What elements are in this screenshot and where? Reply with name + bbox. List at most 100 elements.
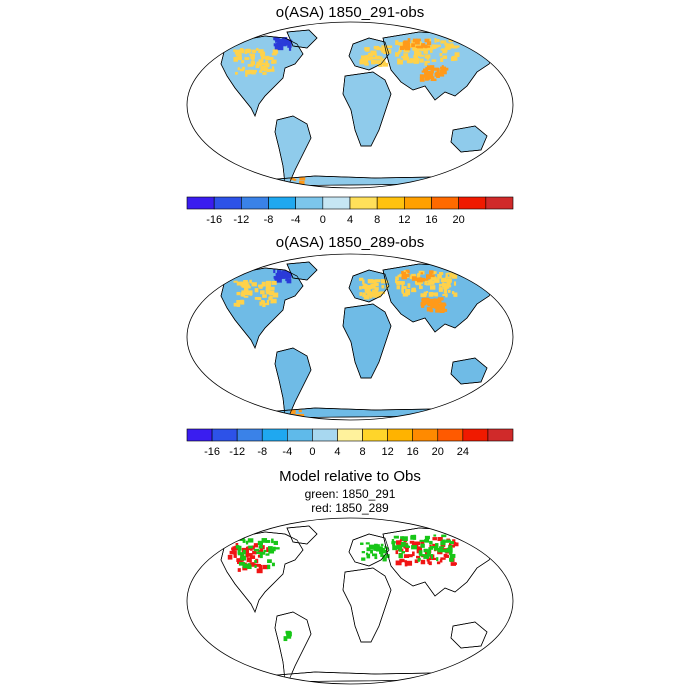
- anomaly-cell: [380, 47, 387, 52]
- colorbar-tick-label: 4: [347, 214, 353, 226]
- anomaly-cell: [260, 290, 265, 295]
- difference-cell: [414, 559, 419, 564]
- difference-cell: [242, 549, 246, 555]
- anomaly-cell: [275, 276, 278, 279]
- anomaly-cell: [435, 305, 440, 309]
- anomaly-cell: [397, 281, 403, 285]
- anomaly-cell: [405, 274, 410, 278]
- difference-cell: [420, 541, 424, 546]
- difference-cell: [431, 557, 437, 561]
- colorbar-tick-label: 12: [398, 214, 410, 226]
- difference-cell: [253, 548, 260, 552]
- anomaly-cell: [444, 289, 447, 294]
- difference-cell: [242, 563, 248, 569]
- anomaly-cell: [275, 38, 279, 43]
- difference-cell: [245, 552, 249, 558]
- anomaly-cell: [402, 272, 406, 276]
- anomaly-cell: [430, 69, 434, 74]
- anomaly-cell: [276, 277, 282, 283]
- difference-cell: [437, 547, 443, 553]
- difference-cell: [261, 538, 268, 543]
- anomaly-cell: [381, 285, 385, 289]
- difference-cell: [381, 549, 388, 554]
- difference-cell: [412, 551, 415, 557]
- anomaly-cell: [437, 273, 442, 279]
- anomaly-cell: [293, 178, 297, 181]
- anomaly-cell: [365, 57, 372, 61]
- panel-1-map: [186, 21, 514, 189]
- anomaly-cell: [412, 38, 418, 43]
- anomaly-cell: [278, 274, 283, 278]
- difference-cell: [423, 548, 428, 553]
- anomaly-cell: [438, 272, 444, 276]
- anomaly-cell: [236, 302, 241, 307]
- difference-cell: [377, 546, 383, 551]
- anomaly-cell: [397, 274, 401, 277]
- anomaly-cell: [259, 62, 266, 66]
- anomaly-cell: [430, 46, 434, 51]
- anomaly-cell: [363, 283, 368, 289]
- difference-cell: [231, 547, 236, 550]
- anomaly-cell: [234, 49, 241, 55]
- difference-cell: [361, 551, 365, 554]
- difference-cell: [395, 560, 402, 566]
- anomaly-cell: [273, 43, 280, 47]
- colorbar-swatch: [295, 196, 324, 210]
- colorbar-swatch: [349, 196, 378, 210]
- coastline-africa: [342, 303, 392, 379]
- anomaly-cell: [405, 269, 410, 272]
- anomaly-cell: [265, 60, 269, 65]
- anomaly-cell: [288, 40, 292, 45]
- difference-cell: [231, 549, 235, 553]
- anomaly-cell: [420, 48, 427, 52]
- anomaly-cell: [442, 293, 448, 296]
- anomaly-cell: [435, 307, 440, 312]
- coastline-africa: [342, 567, 392, 643]
- anomaly-cell: [265, 288, 269, 294]
- anomaly-cell: [286, 41, 290, 46]
- difference-cell: [240, 555, 247, 561]
- difference-cell: [380, 552, 384, 557]
- anomaly-cell: [402, 41, 407, 47]
- difference-cell: [249, 555, 256, 559]
- anomaly-cell: [250, 61, 256, 66]
- anomaly-cell: [243, 280, 248, 285]
- anomaly-cell: [428, 76, 435, 79]
- difference-cell: [265, 553, 270, 556]
- difference-cell: [259, 551, 266, 555]
- anomaly-cell: [446, 278, 452, 283]
- anomaly-cell: [423, 291, 428, 296]
- difference-cell: [246, 557, 252, 563]
- difference-cell: [444, 554, 450, 558]
- coastline-south-america: [274, 611, 312, 681]
- difference-cell: [265, 540, 271, 543]
- difference-cell: [286, 632, 291, 636]
- difference-cell: [419, 554, 425, 557]
- anomaly-cell: [446, 280, 451, 284]
- anomaly-cell: [361, 285, 365, 289]
- anomaly-cell: [434, 38, 437, 43]
- anomaly-cell: [254, 288, 259, 293]
- anomaly-cell: [269, 286, 275, 291]
- anomaly-cell: [411, 40, 415, 45]
- difference-cell: [257, 540, 263, 546]
- anomaly-cell: [419, 74, 424, 78]
- coastline-south-america: [274, 115, 312, 185]
- anomaly-cell: [454, 52, 460, 57]
- difference-cell: [271, 562, 275, 567]
- coastline-africa: [342, 71, 392, 147]
- anomaly-cell: [440, 284, 443, 287]
- anomaly-cell: [268, 56, 274, 60]
- anomaly-cell: [245, 48, 248, 53]
- anomaly-cell: [240, 299, 244, 305]
- difference-cell: [237, 568, 241, 572]
- difference-cell: [449, 550, 453, 555]
- difference-cell: [402, 536, 408, 542]
- anomaly-cell: [419, 41, 423, 44]
- colorbar-swatch: [268, 196, 296, 210]
- difference-cell: [432, 543, 437, 548]
- anomaly-cell: [439, 69, 444, 75]
- anomaly-cell: [374, 287, 379, 291]
- colorbar-swatch: [241, 196, 269, 210]
- difference-cell: [426, 555, 429, 559]
